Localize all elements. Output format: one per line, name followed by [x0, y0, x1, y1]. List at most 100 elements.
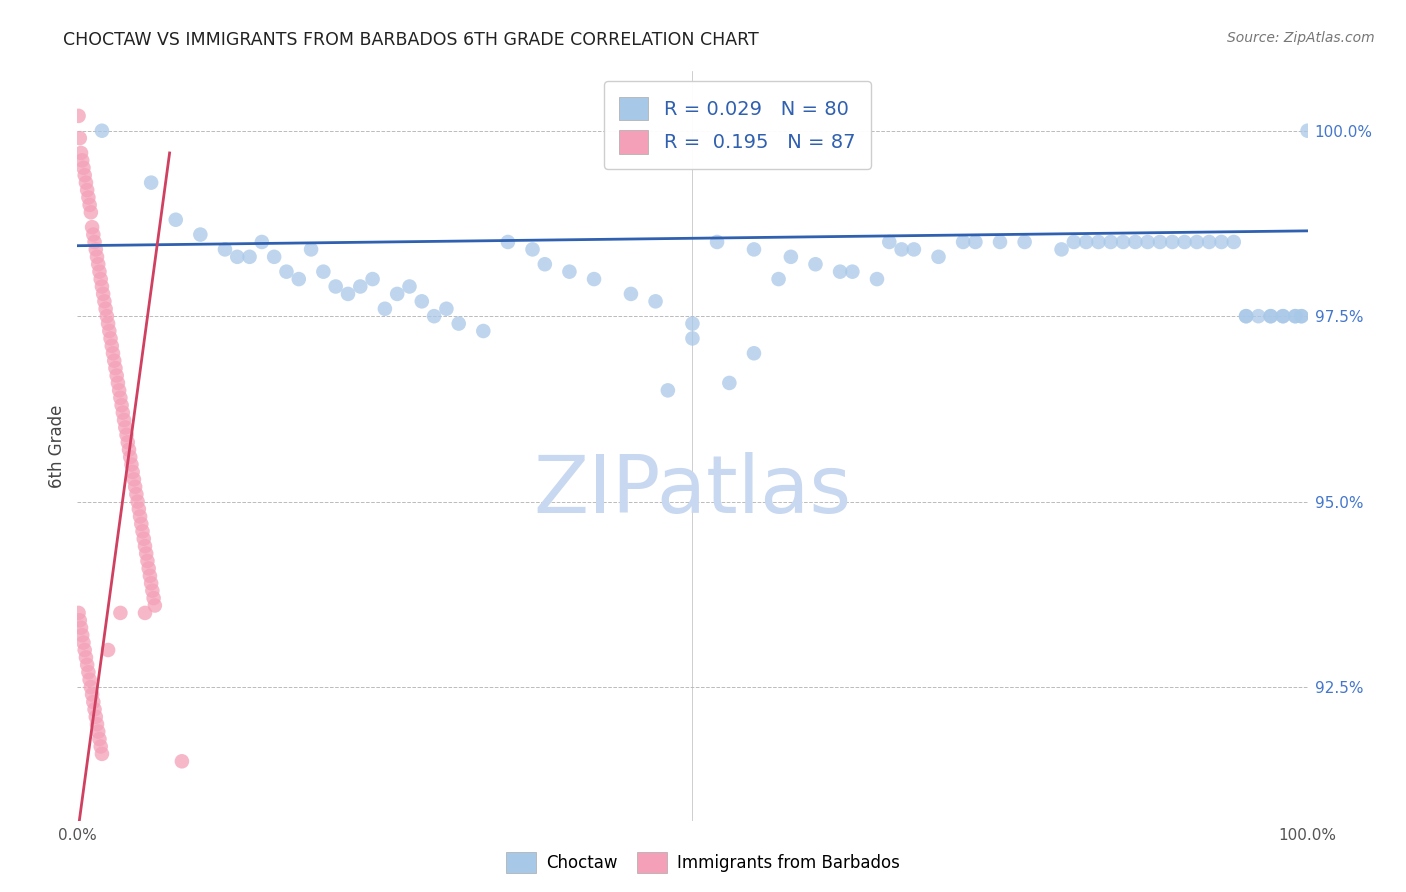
Point	[83, 235, 105, 249]
Point	[299, 243, 322, 257]
Point	[114, 420, 136, 434]
Point	[90, 747, 114, 761]
Point	[534, 257, 557, 271]
Point	[1063, 235, 1085, 249]
Point	[121, 465, 143, 479]
Point	[657, 384, 679, 398]
Point	[111, 406, 134, 420]
Point	[72, 161, 94, 175]
Point	[337, 287, 360, 301]
Point	[496, 235, 519, 249]
Point	[134, 539, 156, 553]
Point	[103, 353, 125, 368]
Point	[965, 235, 987, 249]
Point	[349, 279, 371, 293]
Point	[110, 391, 132, 405]
Point	[83, 702, 105, 716]
Point	[558, 265, 581, 279]
Point	[374, 301, 396, 316]
Point	[1234, 309, 1257, 323]
Point	[620, 287, 643, 301]
Point	[80, 205, 103, 219]
Point	[188, 227, 212, 242]
Point	[118, 442, 141, 457]
Point	[447, 317, 470, 331]
Point	[1185, 235, 1208, 249]
Point	[97, 643, 120, 657]
Point	[988, 235, 1011, 249]
Point	[69, 131, 91, 145]
Point	[90, 272, 112, 286]
Point	[107, 376, 129, 390]
Point	[70, 153, 93, 168]
Point	[79, 673, 101, 687]
Text: ZIPatlas: ZIPatlas	[533, 452, 852, 530]
Point	[742, 346, 765, 360]
Point	[80, 680, 103, 694]
Point	[70, 145, 93, 160]
Point	[1234, 309, 1257, 323]
Point	[385, 287, 409, 301]
Point	[325, 279, 347, 293]
Point	[120, 450, 142, 464]
Point	[104, 361, 127, 376]
Point	[112, 413, 135, 427]
Point	[1174, 235, 1197, 249]
Point	[69, 613, 91, 627]
Point	[75, 650, 97, 665]
Point	[82, 227, 104, 242]
Point	[125, 487, 148, 501]
Point	[1291, 309, 1313, 323]
Point	[866, 272, 889, 286]
Point	[142, 591, 165, 605]
Point	[1161, 235, 1184, 249]
Point	[86, 717, 108, 731]
Point	[138, 561, 160, 575]
Point	[1247, 309, 1270, 323]
Point	[1284, 309, 1306, 323]
Point	[91, 287, 114, 301]
Point	[75, 176, 97, 190]
Point	[1112, 235, 1135, 249]
Point	[121, 458, 143, 472]
Point	[1291, 309, 1313, 323]
Point	[239, 250, 262, 264]
Point	[768, 272, 790, 286]
Point	[780, 250, 803, 264]
Point	[101, 339, 124, 353]
Point	[94, 301, 117, 316]
Point	[1272, 309, 1295, 323]
Point	[105, 368, 128, 383]
Point	[122, 472, 145, 486]
Point	[436, 301, 458, 316]
Point	[1125, 235, 1147, 249]
Point	[129, 516, 153, 531]
Point	[67, 109, 90, 123]
Point	[472, 324, 495, 338]
Text: CHOCTAW VS IMMIGRANTS FROM BARBADOS 6TH GRADE CORRELATION CHART: CHOCTAW VS IMMIGRANTS FROM BARBADOS 6TH …	[63, 31, 759, 49]
Point	[1149, 235, 1171, 249]
Point	[100, 331, 122, 345]
Point	[1198, 235, 1220, 249]
Legend: R = 0.029   N = 80, R =  0.195   N = 87: R = 0.029 N = 80, R = 0.195 N = 87	[603, 81, 872, 169]
Point	[111, 398, 132, 412]
Point	[129, 509, 152, 524]
Point	[1076, 235, 1098, 249]
Point	[1211, 235, 1233, 249]
Point	[82, 220, 104, 235]
Point	[87, 724, 110, 739]
Point	[73, 643, 96, 657]
Point	[90, 279, 114, 293]
Point	[79, 198, 101, 212]
Point	[644, 294, 666, 309]
Point	[879, 235, 901, 249]
Point	[1260, 309, 1282, 323]
Point	[96, 309, 118, 323]
Point	[928, 250, 950, 264]
Point	[1272, 309, 1295, 323]
Point	[84, 243, 107, 257]
Point	[139, 569, 162, 583]
Point	[706, 235, 728, 249]
Text: Source: ZipAtlas.com: Source: ZipAtlas.com	[1227, 31, 1375, 45]
Point	[682, 331, 704, 345]
